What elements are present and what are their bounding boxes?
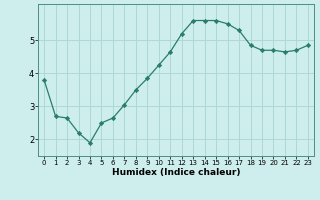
X-axis label: Humidex (Indice chaleur): Humidex (Indice chaleur) [112,168,240,177]
